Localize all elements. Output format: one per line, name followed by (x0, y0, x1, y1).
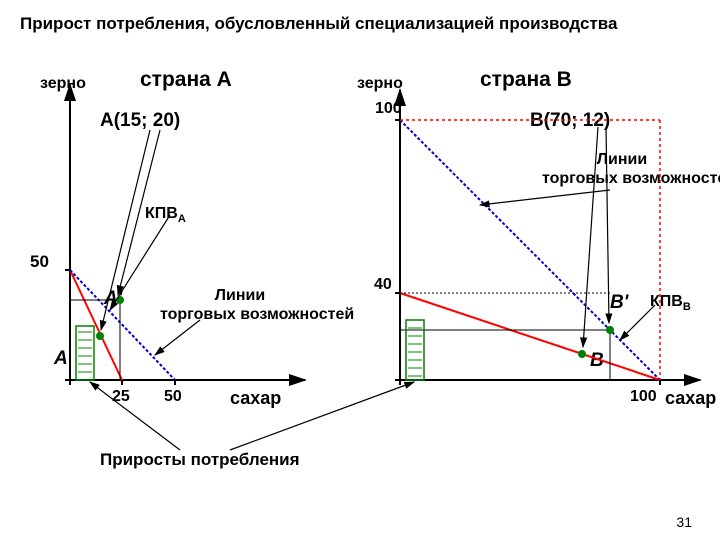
chartB-gain (406, 320, 424, 380)
chartB-point-B (578, 350, 586, 358)
chartB-point-Bprime (606, 326, 614, 334)
gains-arrow-A (90, 382, 180, 450)
gains-arrow-B (230, 382, 414, 450)
chartA-point-A (96, 332, 104, 340)
chartA-ppf-line (70, 270, 122, 380)
diagram-svg (0, 0, 720, 540)
chartB-ppf-line (400, 293, 660, 380)
chartB-trade-line (400, 120, 660, 380)
chartA-point-Aprime (116, 296, 124, 304)
chartA-kpv-leader (110, 215, 170, 310)
